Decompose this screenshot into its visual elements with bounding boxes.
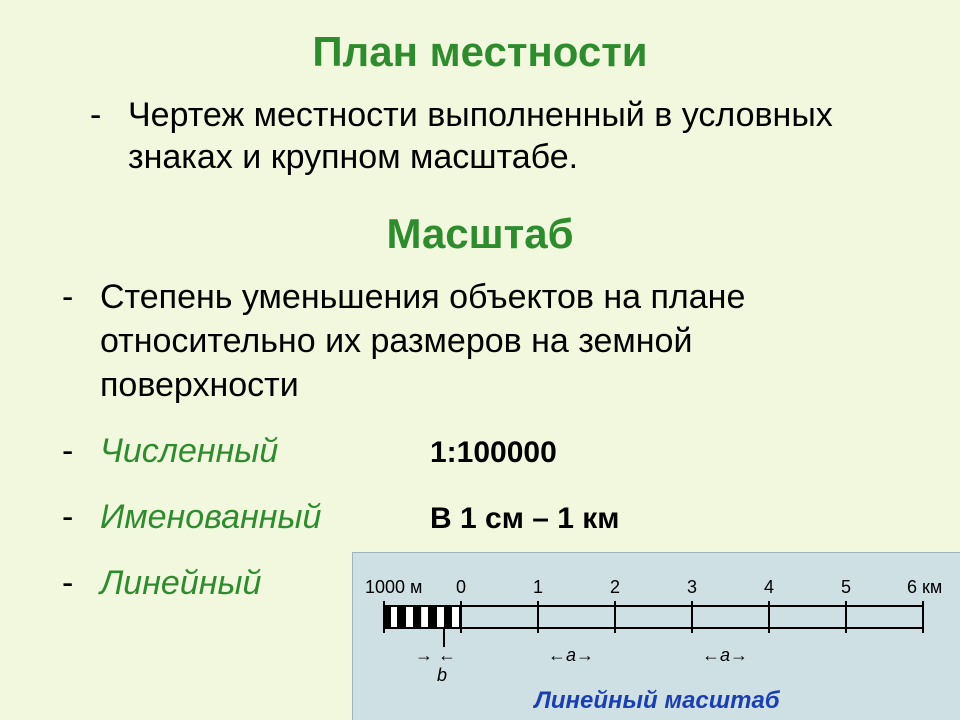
scale-type-row: -Именованный <box>62 498 321 537</box>
scale-bar-line <box>383 627 923 629</box>
scale-tick-line <box>614 601 616 633</box>
scale-marker-b-label: b <box>437 665 447 686</box>
scale-subdivision <box>414 607 422 627</box>
scale-type-label: Именованный <box>100 498 321 537</box>
scale-subdivision <box>452 607 460 627</box>
scale-type-label: Численный <box>100 432 278 471</box>
scale-tick-label: 2 <box>610 577 620 598</box>
scale-type-row: -Линейный <box>62 564 261 603</box>
scale-subdivision <box>383 607 391 627</box>
scale-type-label: Линейный <box>100 564 261 603</box>
title-plan: План местности <box>0 28 960 76</box>
scale-tick-line <box>691 601 693 633</box>
bullet-dash: - <box>62 275 100 319</box>
scale-tick-line <box>845 601 847 633</box>
scale-tick-label: 1 <box>533 577 543 598</box>
scale-tick-line <box>460 601 462 633</box>
definition-plan: - Чертеж местности выполненный в условны… <box>90 94 900 178</box>
title-scale-text: Масштаб <box>386 210 573 257</box>
bullet-dash: - <box>62 564 100 603</box>
scale-tick-label: 3 <box>687 577 697 598</box>
scale-tick-line <box>768 601 770 633</box>
title-scale: Масштаб <box>0 210 960 258</box>
scale-tick-line <box>922 601 924 633</box>
scale-marker-b-arrows: → ← <box>415 645 456 666</box>
linear-scale-inset: 1000 м 0 1 2 3 4 5 6 км ←a→ ←a→ → ←b Линейный масш… <box>352 552 960 720</box>
scale-tick-label: 1000 м <box>365 577 422 598</box>
scale-tick-label: 5 <box>841 577 851 598</box>
bullet-dash: - <box>90 94 128 136</box>
definition-plan-text: Чертеж местности выполненный в условных … <box>128 94 900 178</box>
bullet-dash: - <box>62 498 100 537</box>
definition-scale: - Степень уменьшения объектов на плане о… <box>62 275 880 407</box>
slide: План местности - Чертеж местности выполн… <box>0 0 960 720</box>
scale-type-row: -Численный <box>62 432 278 471</box>
scale-tick-label: 6 км <box>907 577 942 598</box>
scale-subdivision <box>429 607 437 627</box>
scale-subdivision <box>437 607 445 627</box>
linear-scale-caption: Линейный масштаб <box>353 687 960 715</box>
definition-scale-text: Степень уменьшения объектов на плане отн… <box>100 275 880 407</box>
scale-marker-label: ←a→ <box>695 645 755 666</box>
scale-subdivision <box>445 607 453 627</box>
bullet-dash: - <box>62 432 100 471</box>
scale-type-value: 1:100000 <box>430 436 557 470</box>
title-plan-text: План местности <box>312 28 647 75</box>
scale-subdivision <box>398 607 406 627</box>
scale-tick-label: 0 <box>456 577 466 598</box>
scale-tick-line <box>537 601 539 633</box>
scale-marker-label: ←a→ <box>541 645 601 666</box>
scale-type-value: В 1 см – 1 км <box>430 502 619 536</box>
scale-subdivision <box>422 607 430 627</box>
scale-subdivision <box>406 607 414 627</box>
scale-subdivision <box>391 607 399 627</box>
scale-tick-label: 4 <box>764 577 774 598</box>
scale-bar-line <box>383 605 923 607</box>
